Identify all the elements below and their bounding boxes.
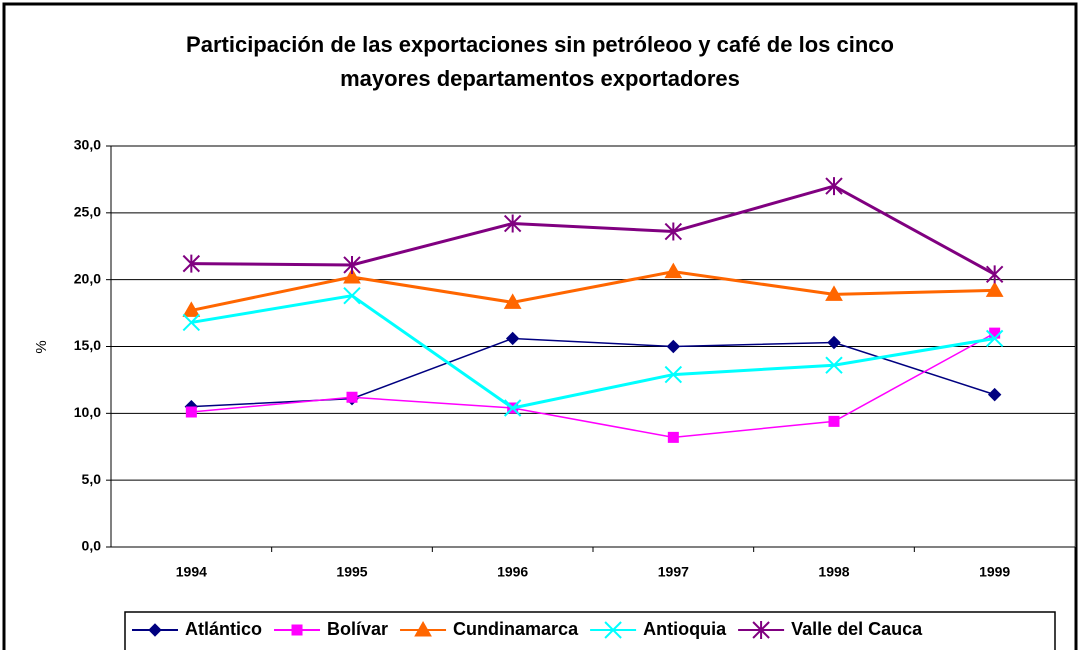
y-tick-label: 5,0 bbox=[82, 471, 102, 487]
x-tick-label: 1996 bbox=[497, 564, 528, 580]
data-point bbox=[182, 313, 201, 332]
data-point bbox=[825, 356, 843, 374]
data-point bbox=[667, 431, 679, 443]
data-point bbox=[825, 285, 843, 301]
x-tick-label: 1995 bbox=[336, 564, 367, 580]
data-point bbox=[503, 399, 522, 417]
data-point bbox=[664, 365, 683, 384]
data-point bbox=[505, 331, 520, 346]
x-tick-label: 1994 bbox=[176, 564, 207, 580]
y-tick-label: 10,0 bbox=[74, 404, 101, 420]
data-point bbox=[346, 391, 358, 403]
x-tick-label: 1997 bbox=[658, 564, 689, 580]
data-point bbox=[985, 265, 1004, 284]
legend-marker bbox=[414, 620, 432, 637]
data-point bbox=[343, 267, 361, 284]
series-line bbox=[191, 294, 995, 410]
series-line bbox=[191, 270, 995, 312]
data-point bbox=[503, 293, 522, 309]
legend-marker bbox=[604, 621, 622, 639]
y-axis-label: % bbox=[33, 340, 50, 353]
y-tick-label: 15,0 bbox=[74, 337, 101, 353]
data-point bbox=[985, 281, 1004, 297]
y-tick-label: 0,0 bbox=[82, 538, 102, 554]
series-line bbox=[191, 332, 996, 439]
chart-title: Participación de las exportaciones sin p… bbox=[186, 32, 894, 57]
data-point bbox=[503, 214, 522, 233]
data-point bbox=[987, 387, 1002, 402]
data-point bbox=[182, 301, 201, 317]
series-line bbox=[191, 184, 996, 276]
y-tick-label: 30,0 bbox=[74, 137, 101, 153]
legend-label: Valle del Cauca bbox=[791, 619, 923, 639]
legend-label: Atlántico bbox=[185, 619, 262, 639]
data-point bbox=[666, 339, 681, 354]
data-point bbox=[185, 406, 197, 418]
data-point bbox=[664, 262, 683, 279]
data-point bbox=[343, 255, 361, 274]
chart-title: mayores departamentos exportadores bbox=[340, 66, 740, 91]
legend-marker bbox=[752, 621, 770, 639]
legend-marker bbox=[148, 623, 162, 637]
y-tick-label: 20,0 bbox=[74, 270, 101, 286]
x-tick-label: 1998 bbox=[818, 564, 849, 580]
data-point bbox=[343, 286, 361, 305]
data-point bbox=[985, 329, 1004, 348]
legend-label: Bolívar bbox=[327, 619, 388, 639]
data-point bbox=[664, 222, 683, 241]
data-point bbox=[989, 327, 1001, 339]
x-tick-label: 1999 bbox=[979, 564, 1010, 580]
data-point bbox=[828, 415, 840, 427]
legend-label: Antioquia bbox=[643, 619, 727, 639]
data-point bbox=[827, 335, 841, 350]
data-point bbox=[182, 254, 201, 273]
legend-label: Cundinamarca bbox=[453, 619, 579, 639]
y-tick-label: 25,0 bbox=[74, 204, 101, 220]
legend-marker bbox=[291, 624, 303, 636]
data-point bbox=[825, 177, 843, 196]
